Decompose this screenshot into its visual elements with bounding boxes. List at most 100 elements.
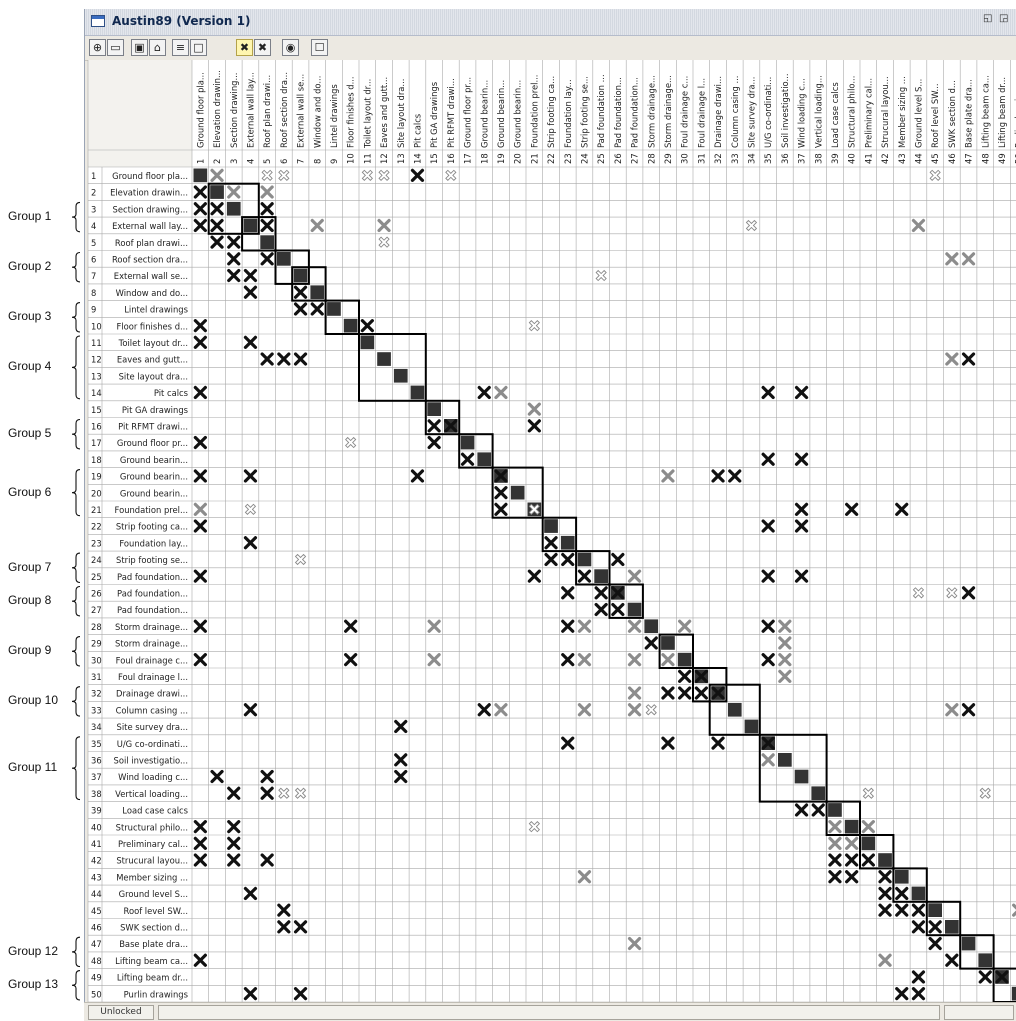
column-header-number: 7	[296, 159, 306, 164]
dependency-mark-strong	[895, 903, 909, 917]
row-label: Window and do...	[116, 288, 188, 298]
group-brace	[71, 936, 81, 968]
row-label: Floor finishes d...	[116, 321, 188, 331]
dependency-mark-strong	[644, 636, 658, 650]
dependency-mark-strong	[895, 502, 909, 516]
title-bar[interactable]: Austin89 (Version 1) ◱ ◲	[85, 9, 1016, 36]
dependency-mark-strong	[527, 419, 541, 433]
dependency-mark-strong	[210, 235, 224, 249]
camera-button[interactable]: ▣	[131, 39, 148, 56]
diagonal-cell	[828, 803, 842, 817]
dependency-mark-strong	[193, 385, 207, 400]
column-header-label: Lintel drawings	[329, 84, 339, 148]
dependency-mark-strong	[227, 252, 241, 266]
column-header-label: Vertical loading...	[813, 75, 823, 148]
diagonal-cell	[277, 252, 291, 266]
record-button[interactable]: ◉	[282, 39, 299, 56]
column-header-number: 31	[696, 153, 706, 164]
column-header-label: Ground floor pr...	[463, 77, 473, 148]
row-label: Lifting beam ca...	[115, 956, 188, 966]
row-number: 2	[91, 188, 96, 198]
data-entry-button[interactable]: ▭	[107, 39, 124, 56]
dependency-mark-strong	[878, 870, 892, 884]
cluster-box	[859, 834, 895, 870]
diagonal-cell	[744, 719, 759, 734]
dependency-mark-strong	[995, 970, 1009, 984]
row-label: Load case calcs	[122, 806, 188, 816]
row-number: 21	[91, 505, 102, 515]
dependency-mark-weak	[878, 953, 892, 967]
diagonal-cell	[878, 853, 892, 867]
row-label: Site survey dra...	[117, 722, 188, 732]
group-labels: Group 1 Group 2 Group 3 Group 4 Group 5 Group…	[0, 0, 84, 1020]
row-number: 8	[91, 288, 96, 298]
column-header-number: 35	[763, 153, 773, 164]
column-header-number: 29	[663, 153, 673, 164]
column-header-label: Roof plan drawi...	[262, 75, 272, 148]
diagonal-cell	[360, 335, 375, 350]
dependency-mark-strong	[360, 319, 374, 333]
dependency-mark-weak	[961, 252, 976, 266]
strong-dependency-button[interactable]: ✖	[236, 39, 253, 56]
dependency-mark-strong	[293, 302, 308, 316]
dependency-mark-weak	[494, 385, 508, 400]
row-label: Roof plan drawi...	[115, 238, 188, 248]
row-number: 30	[91, 655, 102, 665]
column-header-label: Strip footing se...	[579, 76, 589, 148]
dependency-mark-strong	[711, 686, 725, 700]
dependency-mark-strong	[477, 385, 491, 400]
dependency-mark-strong	[193, 519, 207, 533]
diagonal-cell	[510, 485, 525, 500]
column-header-label: Preliminary cal...	[863, 78, 873, 148]
column-header-label: Wind loading c...	[797, 78, 807, 148]
dependency-mark-strong	[794, 385, 809, 400]
dependency-mark-strong	[661, 686, 675, 700]
cluster-box	[925, 900, 962, 937]
window-button[interactable]: ☐	[311, 39, 328, 56]
dependency-mark-strong	[711, 736, 725, 750]
weak-dependency-button[interactable]: ✖	[254, 39, 271, 56]
dependency-mark-strong	[260, 352, 274, 366]
row-number: 35	[91, 739, 102, 749]
panel-button[interactable]: □	[190, 39, 207, 56]
dependency-mark-strong	[260, 769, 274, 784]
cluster-box	[358, 333, 427, 402]
dependency-mark-weak	[845, 836, 859, 850]
column-header-number: 14	[412, 153, 422, 164]
cluster-box	[708, 683, 761, 736]
restore-icon[interactable]: ◱	[983, 13, 993, 24]
row-number: 24	[91, 555, 102, 565]
column-header-label: External wall se...	[296, 74, 306, 148]
dependency-mark-weak	[427, 653, 441, 667]
column-header-number: 33	[730, 153, 740, 164]
cluster-box	[207, 182, 260, 235]
split-horizontal-button[interactable]: ≡	[172, 39, 189, 56]
diagonal-cell	[644, 619, 659, 634]
diagonal-cell	[894, 869, 909, 884]
dependency-mark-strong	[678, 686, 692, 700]
dependency-mark-weak	[427, 619, 441, 633]
row-number: 44	[91, 889, 102, 899]
column-header-label: Section drawing...	[229, 73, 239, 148]
column-header-number: 30	[680, 153, 690, 164]
column-header-label: Storm drainage...	[646, 75, 656, 148]
maximize-icon[interactable]: ◲	[999, 13, 1009, 24]
move-tool-button[interactable]: ⊕	[89, 39, 106, 56]
column-header-number: 48	[980, 153, 990, 164]
row-label: Pad foundation...	[117, 605, 188, 615]
dependency-mark-strong	[193, 469, 207, 483]
column-header-number: 32	[713, 153, 723, 164]
dependency-mark-strong	[344, 653, 358, 667]
row-label: Column casing ...	[116, 705, 188, 715]
group-label: Group 9	[8, 643, 52, 658]
row-number: 23	[91, 538, 102, 548]
dependency-mark-strong	[761, 569, 775, 583]
column-header-label: Structural philo...	[847, 76, 857, 148]
dependency-mark-outline	[345, 436, 357, 449]
dependency-mark-strong	[193, 953, 207, 967]
dependency-mark-outline	[979, 787, 991, 799]
lock-button[interactable]: ⌂	[149, 39, 166, 56]
column-header-number: 26	[613, 153, 623, 164]
group-brace	[71, 970, 81, 1001]
column-header-number: 28	[646, 153, 656, 164]
